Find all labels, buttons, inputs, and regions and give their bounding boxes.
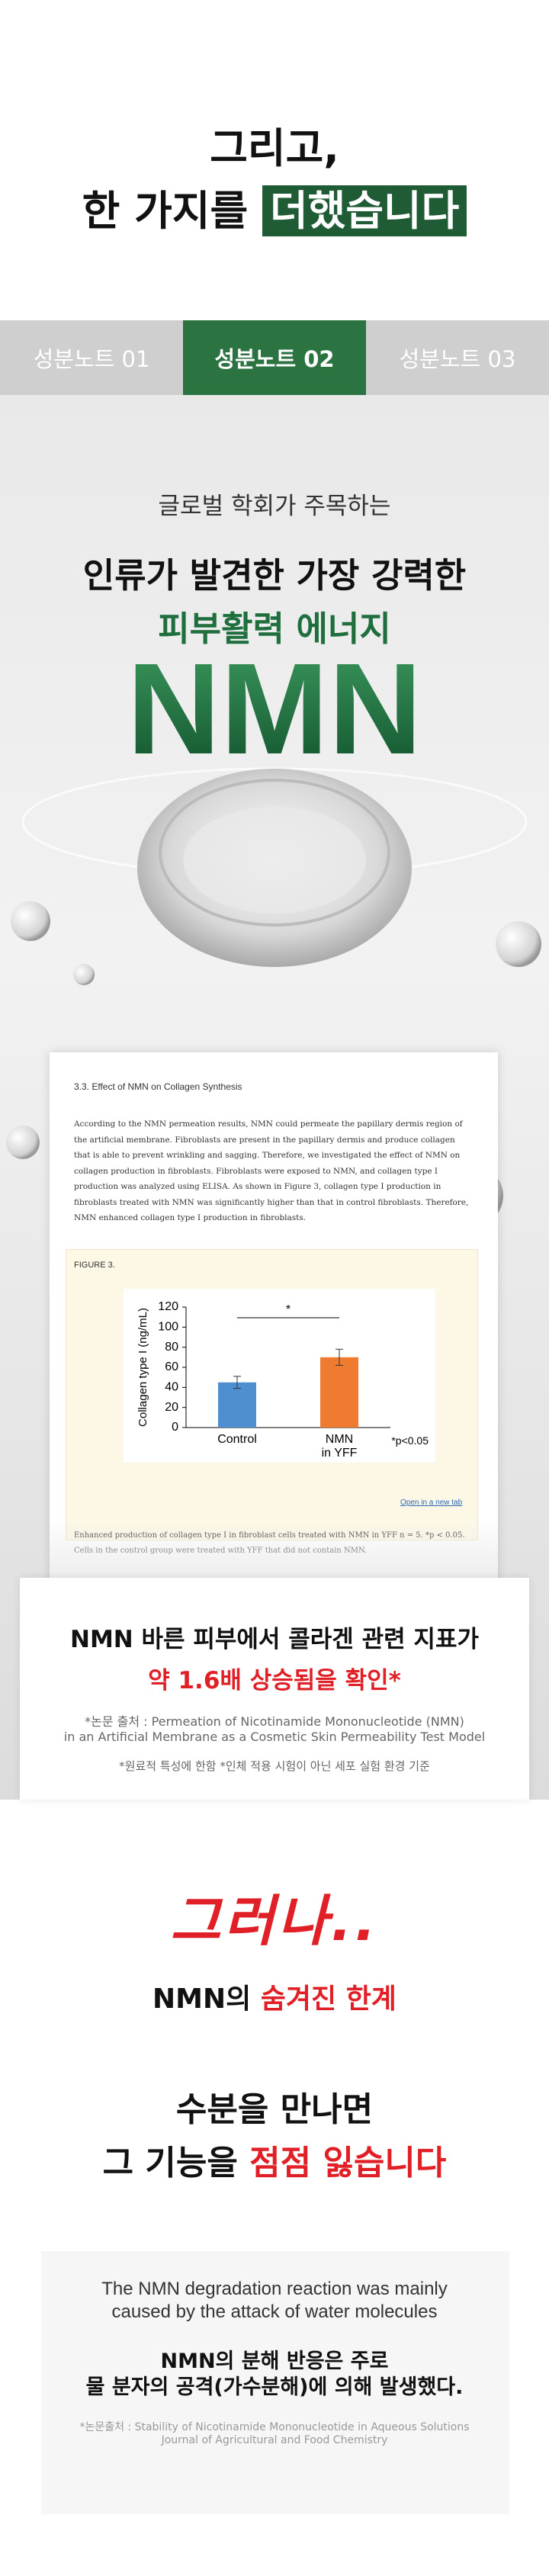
limit-text: NMN의 — [152, 1983, 261, 2015]
y-tick-label: 60 — [165, 1360, 178, 1373]
x-tick-label: NMN — [326, 1433, 353, 1446]
hero-eyebrow: 글로벌 학회가 주목하는 — [158, 493, 391, 520]
tab-active[interactable]: 성분노트 02 — [183, 320, 366, 395]
result-line: NMN 바른 피부에서 콜라겐 관련 지표가 — [70, 1626, 479, 1653]
result-note: *원료적 특성에 한함 *인체 적용 시험이 아닌 세포 실험 환경 기준 — [119, 1759, 430, 1773]
quote-ko: NMN의 분해 반응은 주로 — [160, 2350, 389, 2373]
chart: Collagen type I (ng/mL) 0 20 40 60 80 100 120 Co… — [124, 1289, 435, 1463]
text-line: collagen production in fibroblasts. Fibr… — [74, 1166, 438, 1176]
text-line: that is able to prevent wrinkling and sa… — [74, 1151, 461, 1160]
hero-brand-wrap: NMN — [0, 641, 549, 778]
intro-text: 한 가지를 — [82, 187, 262, 235]
limit-line: 수분을 만나면 — [175, 2090, 374, 2129]
quote-en: caused by the attack of water molecules — [111, 2301, 438, 2322]
decoration — [6, 767, 541, 1226]
quote-box — [41, 2251, 509, 2514]
x-tick-label: Control — [217, 1433, 257, 1446]
hero-title: 인류가 발견한 가장 강력한 — [82, 555, 467, 596]
tab-bar: 성분노트 01 성분노트 02 성분노트 03 — [0, 320, 549, 395]
figure-label: FIGURE 3. — [74, 1261, 115, 1270]
bar — [320, 1357, 358, 1428]
result-box — [20, 1578, 529, 1800]
limit-text: 그 기능을 — [102, 2144, 250, 2183]
quote-source: Journal of Agricultural and Food Chemist… — [161, 2434, 388, 2446]
y-axis-title: Collagen type I (ng/mL) — [136, 1308, 149, 1427]
x-tick-label: in YFF — [322, 1447, 358, 1460]
tab[interactable]: 성분노트 01 — [33, 346, 150, 372]
text-line: the artificial membrane. Fibroblasts are… — [74, 1135, 455, 1145]
limit-red: 점점 잃습니다 — [249, 2144, 447, 2183]
hero-brand: NMN — [127, 637, 422, 782]
y-tick-label: 20 — [165, 1401, 178, 1414]
text-line: NMN enhanced collagen type I production … — [74, 1213, 307, 1222]
figure-link[interactable]: Open in a new tab — [400, 1498, 463, 1507]
limit-title: NMN의 숨겨진 한계 — [0, 1977, 549, 2016]
y-tick-label: 0 — [172, 1421, 178, 1434]
hero-subtitle: 피부활력 에너지 — [158, 609, 391, 649]
intro-line: 그리고, — [210, 124, 339, 172]
text-line: production was analyzed using ELISA. As … — [74, 1182, 441, 1191]
result-highlight: 약 1.6배 상승됨을 확인* — [148, 1667, 401, 1694]
y-tick-label: 120 — [158, 1300, 178, 1313]
quote-en: The NMN degradation reaction was mainly — [101, 2279, 448, 2299]
y-tick-label: 80 — [165, 1341, 178, 1354]
paper-heading: 3.3. Effect of NMN on Collagen Synthesis — [74, 1081, 242, 1092]
chart-note: *p<0.05 — [391, 1434, 429, 1447]
fade — [50, 1518, 498, 1579]
quote-ko: 물 분자의 공격(가수분해)에 의해 발생했다. — [85, 2375, 464, 2399]
result-source: in an Artificial Membrane as a Cosmetic … — [63, 1730, 486, 1744]
quote-source: *논문출처 : Stability of Nicotinamide Mononu… — [79, 2421, 470, 2433]
paper-body: According to the NMN permeation results,… — [74, 1116, 486, 1226]
significance: * — [286, 1303, 291, 1316]
bar — [218, 1382, 256, 1428]
text-line: fibroblasts treated with NMN was signifi… — [74, 1197, 469, 1207]
y-tick-label: 40 — [165, 1381, 178, 1394]
limit-red: 숨겨진 한계 — [260, 1983, 396, 2015]
result-source: *논문 출처 : Permeation of Nicotinamide Mono… — [85, 1714, 464, 1729]
intro-line: 한 가지를 더했습니다 — [0, 177, 549, 237]
limit-line: 그 기능을 점점 잃습니다 — [0, 2135, 549, 2184]
tab[interactable]: 성분노트 03 — [399, 346, 516, 372]
y-tick-label: 100 — [158, 1321, 178, 1334]
intro-highlight: 더했습니다 — [262, 185, 467, 236]
however: 그러나.. — [170, 1889, 379, 1953]
text-line: According to the NMN permeation results,… — [74, 1119, 463, 1129]
